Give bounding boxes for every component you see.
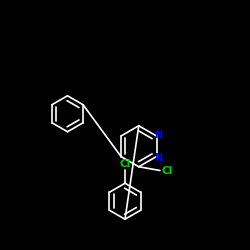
- Text: Cl: Cl: [120, 159, 130, 169]
- Text: N: N: [154, 153, 162, 163]
- Text: Cl: Cl: [162, 166, 172, 175]
- Text: N: N: [154, 130, 162, 140]
